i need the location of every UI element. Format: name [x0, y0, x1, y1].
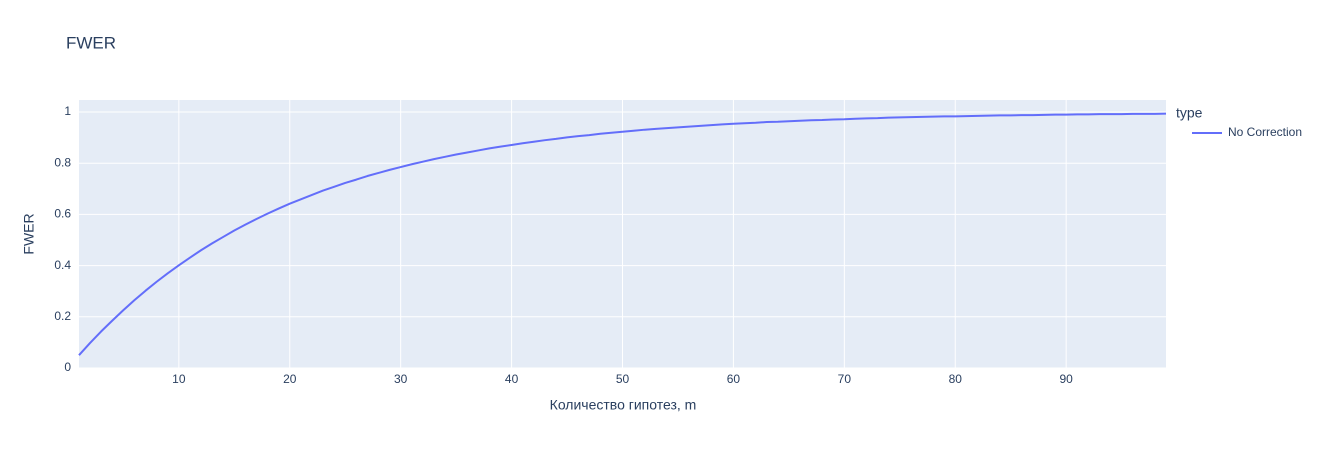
x-tick-label: 40 [505, 372, 519, 386]
x-tick-label: 70 [838, 372, 852, 386]
legend-label: No Correction [1228, 125, 1302, 139]
y-tick-label: 1 [64, 104, 71, 118]
x-tick-label: 80 [949, 372, 963, 386]
y-tick-label: 0.4 [54, 258, 71, 272]
x-axis-label: Количество гипотез, m [550, 397, 697, 413]
x-tick-label: 30 [394, 372, 408, 386]
chart-title: FWER [66, 33, 116, 52]
y-tick-label: 0.6 [54, 207, 71, 221]
y-tick-label: 0 [64, 360, 71, 374]
x-tick-label: 50 [616, 372, 630, 386]
x-tick-label: 20 [283, 372, 297, 386]
x-tick-label: 90 [1059, 372, 1073, 386]
legend-title: type [1176, 105, 1203, 121]
x-tick-label: 60 [727, 372, 741, 386]
x-tick-label: 10 [172, 372, 186, 386]
y-tick-label: 0.2 [54, 309, 71, 323]
y-axis-label: FWER [21, 213, 37, 254]
y-tick-label: 0.8 [54, 155, 71, 169]
line-series [78, 112, 1167, 356]
